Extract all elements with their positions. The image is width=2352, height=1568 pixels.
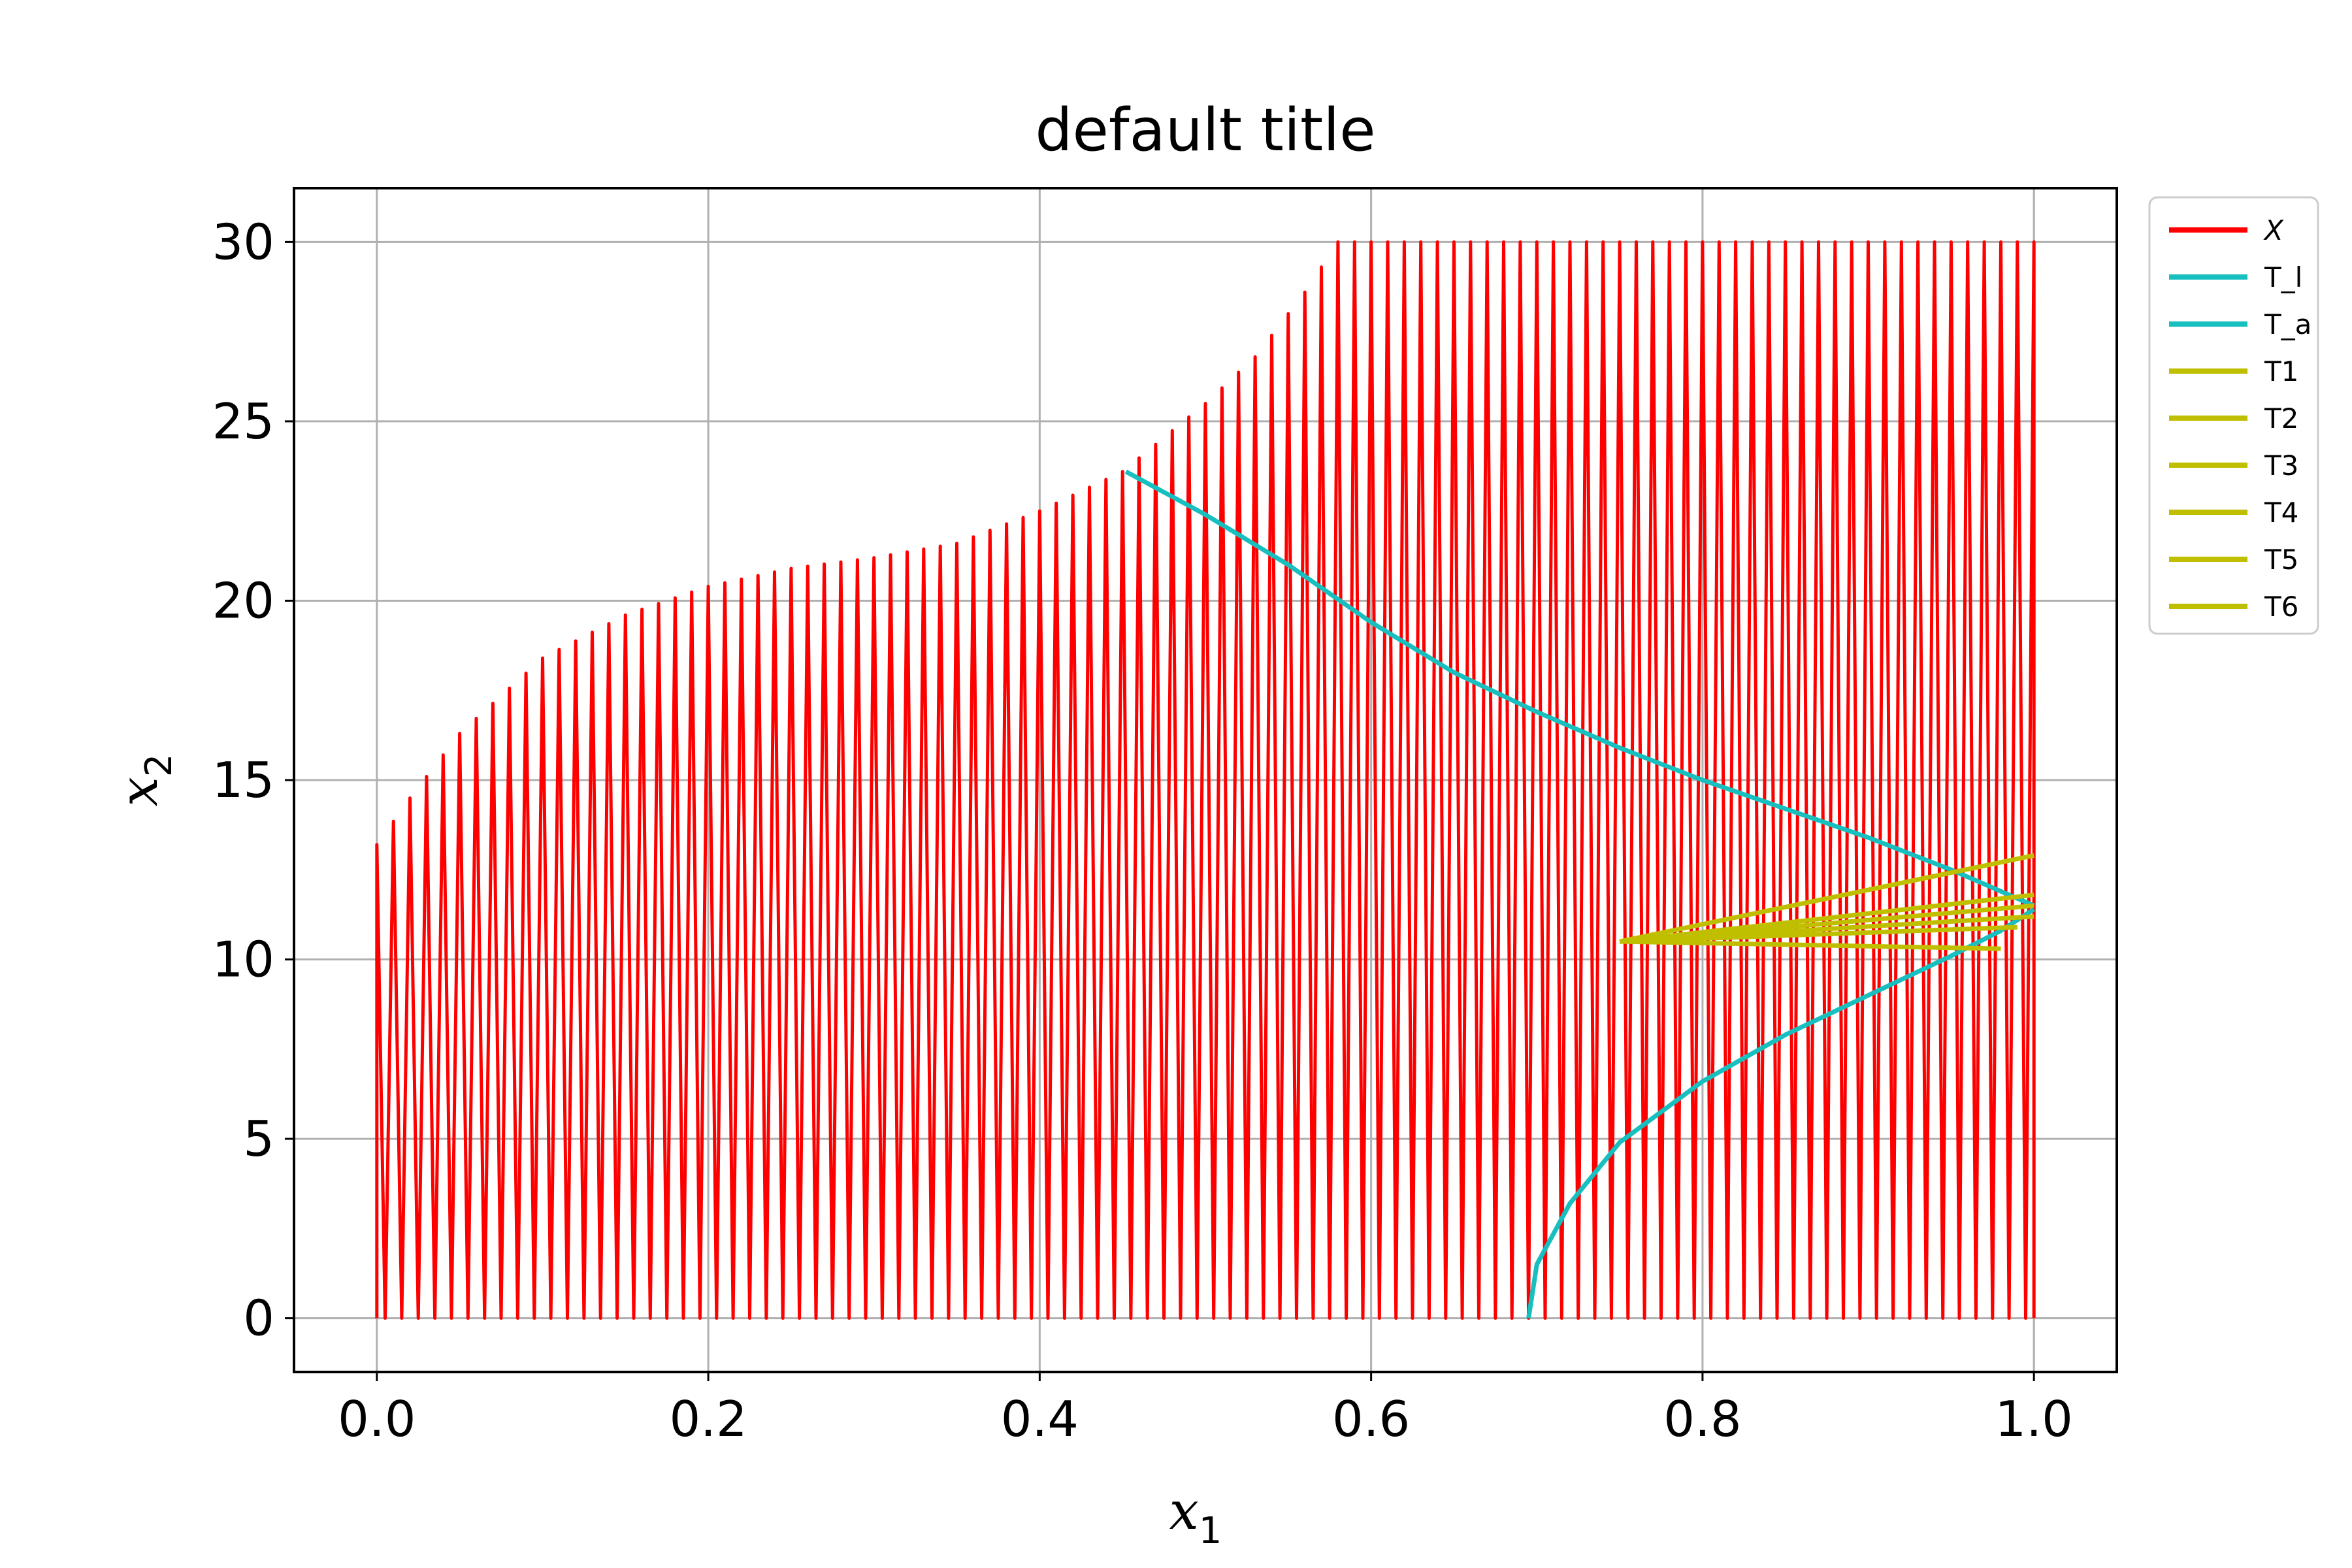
legend-label: T_l: [2264, 261, 2302, 293]
y-tick-label: 25: [212, 393, 274, 450]
x-tick-label: 0.0: [338, 1390, 416, 1448]
legend: X T_l T_a T1 T2 T3 T4 T5 T6: [2148, 196, 2319, 635]
y-tick-label: 15: [212, 751, 274, 809]
y-tick-label: 20: [212, 572, 274, 629]
legend-label: T_a: [2264, 308, 2311, 340]
legend-label: T2: [2264, 402, 2298, 434]
y-axis-label: x2: [108, 754, 180, 807]
x-axis-label-main: x: [1169, 1480, 1199, 1541]
legend-label: X: [2263, 214, 2284, 246]
series-line-t-a: [1526, 907, 2036, 1319]
series-line-x: [375, 240, 2036, 1320]
plot-area: [375, 240, 2036, 1320]
legend-label: T3: [2264, 449, 2298, 482]
legend-label: T4: [2264, 497, 2298, 529]
legend-label: T5: [2264, 544, 2298, 576]
x-tick-label: 0.4: [1001, 1390, 1079, 1448]
y-tick-label: 0: [243, 1290, 274, 1347]
y-axis-label-main: x: [108, 777, 169, 806]
y-tick-label: 30: [212, 213, 274, 270]
series-line-t-l: [1124, 469, 2035, 908]
y-tick-label: 5: [243, 1110, 274, 1168]
x-tick-label: 1.0: [1995, 1390, 2073, 1448]
series-line-t1: [1619, 853, 2034, 944]
x-axis-label: x1: [1169, 1480, 1222, 1552]
x-axis-ticks: 0.0 0.2 0.4 0.6 0.8 1.0: [338, 1372, 2073, 1448]
series-line-t6: [1620, 939, 2001, 951]
chart-title: default title: [1035, 96, 1375, 165]
x-tick-label: 0.2: [669, 1390, 747, 1448]
y-axis-ticks: 0 5 10 15 20 25 30: [212, 213, 294, 1347]
x-tick-label: 0.6: [1332, 1390, 1410, 1448]
legend-label: T1: [2264, 355, 2298, 387]
x-tick-label: 0.8: [1663, 1390, 1741, 1448]
y-axis-label-subscript: 2: [138, 754, 180, 777]
legend-label: T6: [2264, 591, 2298, 623]
x-axis-label-subscript: 1: [1199, 1510, 1222, 1552]
series-line-t5: [1619, 924, 2017, 944]
y-tick-label: 10: [212, 931, 274, 988]
